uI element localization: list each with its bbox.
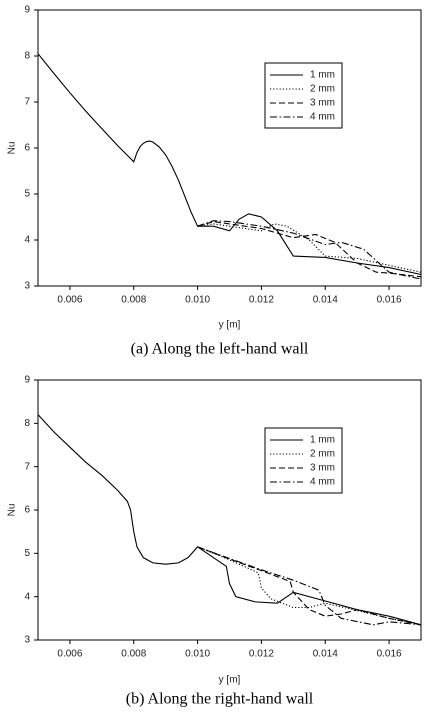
x-tick-label: 0.008 bbox=[121, 295, 146, 306]
legend-label: 1 mm bbox=[310, 70, 335, 81]
y-tick-label: 5 bbox=[24, 189, 30, 200]
x-tick-label: 0.012 bbox=[249, 649, 274, 660]
y-tick-label: 3 bbox=[24, 281, 30, 292]
y-tick-label: 4 bbox=[24, 591, 30, 602]
caption: (a) Along the left-hand wall bbox=[131, 341, 309, 358]
series-line bbox=[197, 221, 422, 278]
x-tick-label: 0.008 bbox=[121, 649, 146, 660]
legend-label: 4 mm bbox=[310, 112, 335, 123]
legend-label: 3 mm bbox=[310, 463, 335, 474]
x-axis-label: y [m] bbox=[219, 320, 241, 331]
y-tick-label: 6 bbox=[24, 505, 30, 516]
plot-frame bbox=[37, 379, 422, 641]
y-tick-label: 7 bbox=[24, 97, 30, 108]
series-line bbox=[197, 546, 422, 626]
x-tick-label: 0.016 bbox=[377, 295, 402, 306]
y-tick-label: 6 bbox=[24, 143, 30, 154]
legend-label: 2 mm bbox=[310, 84, 335, 95]
series-line bbox=[197, 223, 422, 273]
x-tick-label: 0.016 bbox=[377, 649, 402, 660]
legend-label: 4 mm bbox=[310, 477, 335, 488]
x-tick-label: 0.014 bbox=[313, 295, 338, 306]
y-tick-label: 9 bbox=[24, 5, 30, 16]
x-tick-label: 0.010 bbox=[185, 649, 210, 660]
y-tick-label: 7 bbox=[24, 461, 30, 472]
x-tick-label: 0.010 bbox=[185, 295, 210, 306]
x-tick-label: 0.012 bbox=[249, 295, 274, 306]
series-line bbox=[37, 414, 422, 626]
series-line bbox=[197, 220, 422, 280]
y-tick-label: 9 bbox=[24, 375, 30, 386]
legend-label: 1 mm bbox=[310, 435, 335, 446]
plot-frame bbox=[37, 9, 422, 287]
legend-label: 3 mm bbox=[310, 98, 335, 109]
y-tick-label: 5 bbox=[24, 548, 30, 559]
legend-box bbox=[264, 62, 343, 129]
series-line bbox=[197, 546, 422, 626]
y-axis-label: Nu bbox=[7, 504, 18, 517]
series-line bbox=[37, 53, 422, 276]
x-tick-label: 0.014 bbox=[313, 649, 338, 660]
chart: 3 4 5 6 7 8 9 0.006 0.008 0.010 0.012 0.014 0.016 y [… bbox=[7, 375, 422, 708]
y-tick-label: 8 bbox=[24, 418, 30, 429]
legend-box bbox=[264, 427, 343, 494]
y-axis-label: Nu bbox=[7, 142, 18, 155]
legend-label: 2 mm bbox=[310, 449, 335, 460]
x-axis-label: y [m] bbox=[219, 675, 241, 686]
caption: (b) Along the right-hand wall bbox=[126, 691, 314, 708]
y-tick-label: 3 bbox=[24, 635, 30, 646]
y-tick-label: 8 bbox=[24, 51, 30, 62]
y-tick-label: 4 bbox=[24, 235, 30, 246]
chart: 3 4 5 6 7 8 9 0.006 0.008 0.010 0.012 0.014 0.016 y [… bbox=[7, 5, 422, 358]
x-tick-label: 0.006 bbox=[57, 295, 82, 306]
x-tick-label: 0.006 bbox=[57, 649, 82, 660]
series-line bbox=[197, 546, 422, 626]
